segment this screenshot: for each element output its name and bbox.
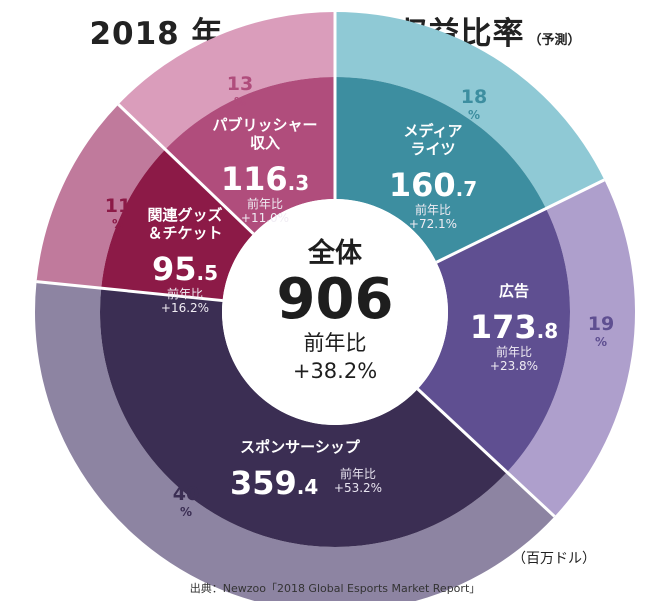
- center-total-value: 906: [277, 267, 394, 332]
- slice-yoy-label: 前年比: [415, 202, 451, 217]
- outer-slice: [335, 12, 605, 209]
- slice-divider: [117, 103, 255, 235]
- slice-yoy-value: +53.2%: [334, 481, 382, 495]
- slice-category-label: 広告: [499, 282, 529, 300]
- outer-ring: [35, 12, 636, 601]
- donut-slice: [100, 288, 507, 547]
- slice-percent: 11: [105, 195, 131, 217]
- outer-slice: [36, 104, 166, 289]
- outer-slice: [35, 281, 555, 601]
- inner-ring: [100, 77, 571, 547]
- slice-category-label: 収入: [250, 134, 280, 152]
- donut-slice: [101, 149, 254, 301]
- donut-slice: [417, 208, 571, 473]
- center-total: 全体 906 前年比 +38.2%: [277, 237, 394, 383]
- slice-category-label: ＆チケット: [147, 224, 222, 242]
- slice-category-label: メディア: [404, 122, 463, 140]
- slice-value-dec: .5: [197, 261, 219, 285]
- slice-value-int: 359: [230, 464, 297, 502]
- slice-percent: 40: [173, 483, 199, 505]
- slice-yoy-label: 前年比: [340, 466, 376, 481]
- outer-slice: [118, 12, 336, 150]
- slice-yoy-value: +11.0%: [241, 211, 289, 225]
- slice-value-dec: .3: [288, 171, 310, 195]
- slice-value-dec: .4: [297, 475, 319, 499]
- slice-value-dec: .7: [456, 177, 478, 201]
- slice-percent-unit: %: [468, 108, 480, 122]
- slice-yoy-label: 前年比: [496, 344, 532, 359]
- slice-yoy-value: +16.2%: [161, 301, 209, 315]
- slice-value: 95.5: [152, 250, 218, 288]
- donut-slice: [165, 77, 335, 234]
- slice-yoy-value: +23.8%: [490, 359, 538, 373]
- slice-category-label: スポンサーシップ: [240, 438, 361, 456]
- center-total-label: 全体: [307, 237, 363, 269]
- chart-subtitle: （予測）: [528, 33, 581, 48]
- slice-category-label: パブリッシャー: [212, 116, 317, 134]
- slice-percent-unit: %: [180, 505, 192, 519]
- slice-value-int: 95: [152, 250, 197, 288]
- center-yoy-label: 前年比: [304, 331, 367, 355]
- donut-slice: [335, 77, 546, 263]
- slice-yoy-label: 前年比: [167, 286, 203, 301]
- center-yoy-value: +38.2%: [293, 359, 377, 383]
- slice-value-int: 116: [221, 160, 288, 198]
- slice-percent-unit: %: [112, 217, 124, 231]
- source-note: 出典：Newzoo「2018 Global Esports Market Rep…: [189, 582, 481, 595]
- segment-dividers: [36, 12, 606, 518]
- slice-value: 359.4: [230, 464, 318, 502]
- slice-value-int: 173: [470, 308, 537, 346]
- slice-divider: [435, 178, 606, 264]
- slice-divider: [416, 387, 556, 518]
- slice-percent: 18: [461, 86, 487, 108]
- slice-percent-unit: %: [234, 95, 246, 109]
- slice-divider: [36, 280, 223, 303]
- slice-percent-unit: %: [595, 335, 607, 349]
- percent-labels: 18%19%40%11%13%: [105, 73, 614, 519]
- slice-value-int: 160: [389, 166, 456, 204]
- slice-percent: 19: [588, 313, 614, 335]
- outer-slice: [506, 179, 636, 517]
- slice-category-label: ライツ: [410, 140, 455, 158]
- slice-category-label: 関連グッズ: [147, 206, 222, 224]
- slice-value: 173.8: [470, 308, 558, 346]
- slice-percent: 13: [227, 73, 253, 95]
- slice-value: 160.7: [389, 166, 477, 204]
- slice-label-group: スポンサーシップ 359.4 前年比+53.2%: [230, 438, 382, 502]
- slice-yoy-value: +72.1%: [409, 217, 457, 231]
- center-circle: [222, 199, 448, 425]
- unit-label: （百万ドル）: [512, 551, 596, 567]
- slice-value-dec: .8: [537, 319, 559, 343]
- slice-yoy-label: 前年比: [247, 196, 283, 211]
- segment-labels: メディアライツ160.7前年比+72.1%広告173.8前年比+23.8%スポン…: [147, 116, 558, 502]
- slice-value: 116.3: [221, 160, 309, 198]
